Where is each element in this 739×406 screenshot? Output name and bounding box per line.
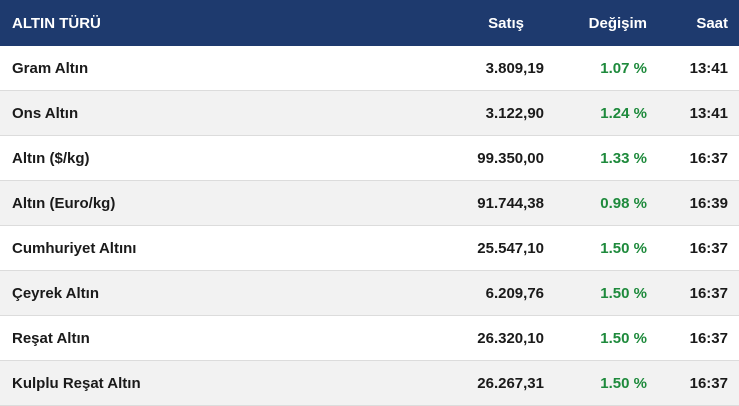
sale-price: 6.209,76 <box>332 270 544 316</box>
header-change[interactable]: Değişim <box>544 0 649 46</box>
sale-price: 91.744,38 <box>332 180 544 226</box>
change-percent: 1.24 % <box>544 90 649 136</box>
change-percent: 1.50 % <box>544 270 649 316</box>
update-time: 13:41 <box>649 46 739 91</box>
gold-type-name: Çeyrek Altın <box>0 270 332 316</box>
update-time: 16:37 <box>649 135 739 181</box>
table-header-row: ALTIN TÜRÜ Satış Değişim Saat <box>0 0 739 46</box>
table-row[interactable]: Ons Altın 3.122,90 1.24 % 13:41 <box>0 90 739 136</box>
gold-type-name: Cumhuriyet Altını <box>0 225 332 271</box>
gold-type-name: Gram Altın <box>0 46 332 91</box>
sale-price: 26.320,10 <box>332 315 544 361</box>
change-percent: 1.07 % <box>544 46 649 91</box>
sale-price: 26.267,31 <box>332 360 544 406</box>
gold-type-name: Ons Altın <box>0 90 332 136</box>
header-gold-type[interactable]: ALTIN TÜRÜ <box>0 0 332 46</box>
sale-price: 3.809,19 <box>332 46 544 91</box>
sale-price: 25.547,10 <box>332 225 544 271</box>
gold-type-name: Kulplu Reşat Altın <box>0 360 332 406</box>
table-row[interactable]: Reşat Altın 26.320,10 1.50 % 16:37 <box>0 315 739 361</box>
update-time: 16:37 <box>649 315 739 361</box>
sale-price: 99.350,00 <box>332 135 544 181</box>
update-time: 16:37 <box>649 360 739 406</box>
table-row[interactable]: Kulplu Reşat Altın 26.267,31 1.50 % 16:3… <box>0 360 739 406</box>
change-percent: 0.98 % <box>544 180 649 226</box>
table-row[interactable]: Gram Altın 3.809,19 1.07 % 13:41 <box>0 46 739 91</box>
table-row[interactable]: Cumhuriyet Altını 25.547,10 1.50 % 16:37 <box>0 225 739 271</box>
change-percent: 1.50 % <box>544 360 649 406</box>
gold-type-name: Altın ($/kg) <box>0 135 332 181</box>
sale-price: 3.122,90 <box>332 90 544 136</box>
table-row[interactable]: Altın ($/kg) 99.350,00 1.33 % 16:37 <box>0 135 739 181</box>
gold-type-name: Reşat Altın <box>0 315 332 361</box>
update-time: 13:41 <box>649 90 739 136</box>
update-time: 16:37 <box>649 270 739 316</box>
header-sale[interactable]: Satış <box>332 0 544 46</box>
update-time: 16:39 <box>649 180 739 226</box>
header-time[interactable]: Saat <box>649 0 739 46</box>
table-row[interactable]: Altın (Euro/kg) 91.744,38 0.98 % 16:39 <box>0 180 739 226</box>
gold-type-name: Altın (Euro/kg) <box>0 180 332 226</box>
change-percent: 1.50 % <box>544 315 649 361</box>
change-percent: 1.33 % <box>544 135 649 181</box>
change-percent: 1.50 % <box>544 225 649 271</box>
table-row[interactable]: Çeyrek Altın 6.209,76 1.50 % 16:37 <box>0 270 739 316</box>
update-time: 16:37 <box>649 225 739 271</box>
